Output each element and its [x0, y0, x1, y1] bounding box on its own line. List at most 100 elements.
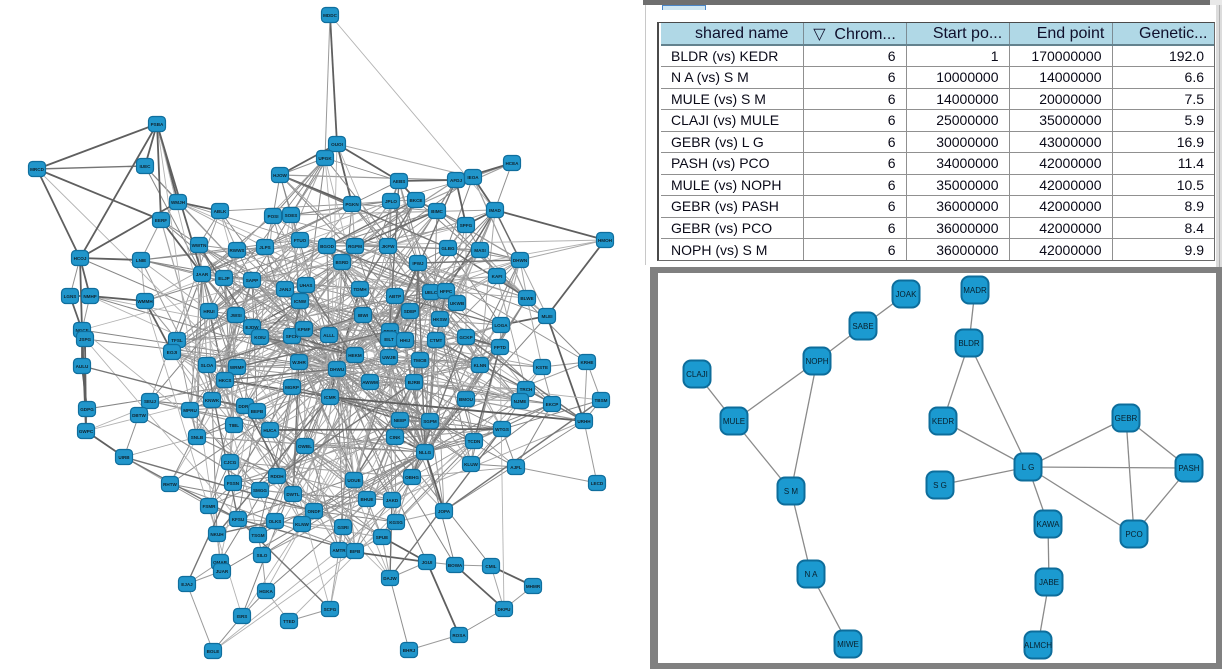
svg-text:PCO: PCO: [1125, 530, 1142, 539]
svg-text:JUAR: JUAR: [216, 569, 229, 574]
svg-text:SGPM: SGPM: [423, 419, 437, 424]
svg-text:TMCB: TMCB: [413, 358, 427, 363]
svg-text:JPLO: JPLO: [385, 199, 397, 204]
svg-text:SILO: SILO: [257, 553, 268, 558]
svg-text:FSSN: FSSN: [227, 481, 240, 486]
svg-text:WRMF: WRMF: [230, 365, 244, 370]
svg-text:HEKM: HEKM: [348, 353, 362, 358]
svg-text:PSBA: PSBA: [151, 122, 164, 127]
svg-text:ALMCH: ALMCH: [1024, 641, 1052, 650]
svg-text:URHH: URHH: [577, 419, 591, 424]
svg-text:LOGA: LOGA: [494, 323, 508, 328]
svg-text:UHAS: UHAS: [299, 283, 312, 288]
svg-text:IBWI: IBWI: [358, 313, 368, 318]
svg-text:FPTD: FPTD: [494, 345, 507, 350]
svg-text:LECD: LECD: [591, 481, 604, 486]
svg-text:GCKP: GCKP: [459, 335, 472, 340]
svg-text:EJAJ: EJAJ: [181, 582, 193, 587]
svg-text:RWWS: RWWS: [230, 248, 245, 253]
svg-text:SNLB: SNLB: [191, 435, 204, 440]
svg-text:BIMC: BIMC: [431, 209, 443, 214]
svg-text:HUCA: HUCA: [263, 428, 277, 433]
svg-text:TIBL: TIBL: [229, 423, 239, 428]
svg-text:OUOI: OUOI: [331, 142, 343, 147]
svg-text:EOJI: EOJI: [167, 350, 177, 355]
svg-text:NOPH: NOPH: [805, 357, 828, 366]
svg-text:BEFB: BEFB: [251, 409, 264, 414]
svg-text:KAFI: KAFI: [492, 274, 503, 279]
svg-text:EKCP: EKCP: [546, 402, 559, 407]
svg-text:TCDN: TCDN: [468, 439, 481, 444]
svg-text:TFSL: TFSL: [171, 338, 183, 343]
svg-text:MPRU: MPRU: [183, 408, 197, 413]
svg-text:EERF: EERF: [155, 218, 167, 223]
svg-text:IPWJ: IPWJ: [412, 261, 424, 266]
svg-text:JSPG: JSPG: [79, 337, 92, 342]
svg-text:JGUI: JGUI: [422, 560, 433, 565]
svg-text:GSRI: GSRI: [337, 525, 348, 530]
svg-text:LNIE: LNIE: [136, 258, 146, 263]
svg-text:UELC: UELC: [425, 290, 438, 295]
svg-text:BOWA: BOWA: [448, 563, 463, 568]
svg-text:HHIJ: HHIJ: [400, 338, 411, 343]
svg-text:BLDR: BLDR: [958, 339, 980, 348]
svg-text:AWWM: AWWM: [362, 380, 378, 385]
svg-text:WTGS: WTGS: [495, 427, 509, 432]
svg-text:BIFB: BIFB: [350, 549, 361, 554]
svg-text:UPGK: UPGK: [318, 156, 332, 161]
svg-text:WJHR: WJHR: [292, 360, 306, 365]
svg-text:DBTW: DBTW: [132, 413, 146, 418]
svg-text:CTMT: CTMT: [430, 338, 443, 343]
svg-text:SOES: SOES: [285, 213, 298, 218]
svg-text:KLNW: KLNW: [295, 522, 309, 527]
svg-text:BSRD: BSRD: [335, 260, 349, 265]
svg-text:ROSA: ROSA: [452, 633, 466, 638]
svg-text:BHUE: BHUE: [360, 497, 373, 502]
svg-text:NGCF: NGCF: [75, 328, 88, 333]
svg-text:WWTN: WWTN: [192, 243, 207, 248]
svg-text:HFPC: HFPC: [440, 289, 453, 294]
svg-text:JANJ: JANJ: [279, 287, 291, 292]
svg-text:NEEP: NEEP: [394, 418, 407, 423]
svg-text:AMTR: AMTR: [332, 548, 346, 553]
svg-text:KLUW: KLUW: [464, 462, 478, 467]
svg-text:EILT: EILT: [384, 337, 394, 342]
svg-text:UWJB: UWJB: [382, 355, 396, 360]
svg-text:JABE: JABE: [1039, 578, 1059, 587]
svg-text:AULU: AULU: [76, 364, 89, 369]
svg-text:BKCE: BKCE: [409, 198, 422, 203]
svg-text:TDMH: TDMH: [353, 287, 367, 292]
svg-text:ABLK: ABLK: [214, 209, 227, 214]
svg-text:ISRS: ISRS: [237, 614, 248, 619]
svg-text:OMAB: OMAB: [213, 560, 228, 565]
svg-text:ICNW: ICNW: [294, 299, 307, 304]
svg-text:L G: L G: [1022, 463, 1035, 472]
svg-text:SAPP: SAPP: [246, 278, 259, 283]
svg-text:KGSG: KGSG: [389, 520, 403, 525]
svg-text:TSGM: TSGM: [251, 533, 264, 538]
svg-text:AEBS: AEBS: [393, 179, 406, 184]
svg-text:PASH: PASH: [1178, 464, 1199, 473]
svg-text:S M: S M: [784, 487, 799, 496]
svg-text:BLWE: BLWE: [520, 296, 533, 301]
svg-text:DAJW: DAJW: [383, 576, 397, 581]
svg-text:MGRP: MGRP: [285, 385, 299, 390]
svg-text:JOAK: JOAK: [896, 290, 918, 299]
svg-text:SFCR: SFCR: [286, 334, 299, 339]
svg-text:KEDR: KEDR: [932, 417, 954, 426]
svg-text:BJRB: BJRB: [408, 380, 421, 385]
svg-text:HKCS: HKCS: [218, 378, 231, 383]
svg-text:HRUI: HRUI: [203, 309, 214, 314]
svg-text:MDDC: MDDC: [323, 13, 337, 18]
svg-text:OBHG: OBHG: [405, 475, 419, 480]
svg-text:DDRC: DDRC: [238, 404, 252, 409]
svg-text:DHWU: DHWU: [330, 367, 345, 372]
svg-text:NMHF: NMHF: [83, 294, 96, 299]
svg-text:ELJP: ELJP: [218, 276, 230, 281]
svg-text:MASI: MASI: [474, 248, 485, 253]
svg-text:RGPM: RGPM: [348, 244, 362, 249]
svg-text:HMOH: HMOH: [598, 238, 613, 243]
svg-text:S G: S G: [933, 481, 947, 490]
svg-text:JWSI: JWSI: [230, 313, 241, 318]
svg-text:ABTP: ABTP: [389, 294, 402, 299]
